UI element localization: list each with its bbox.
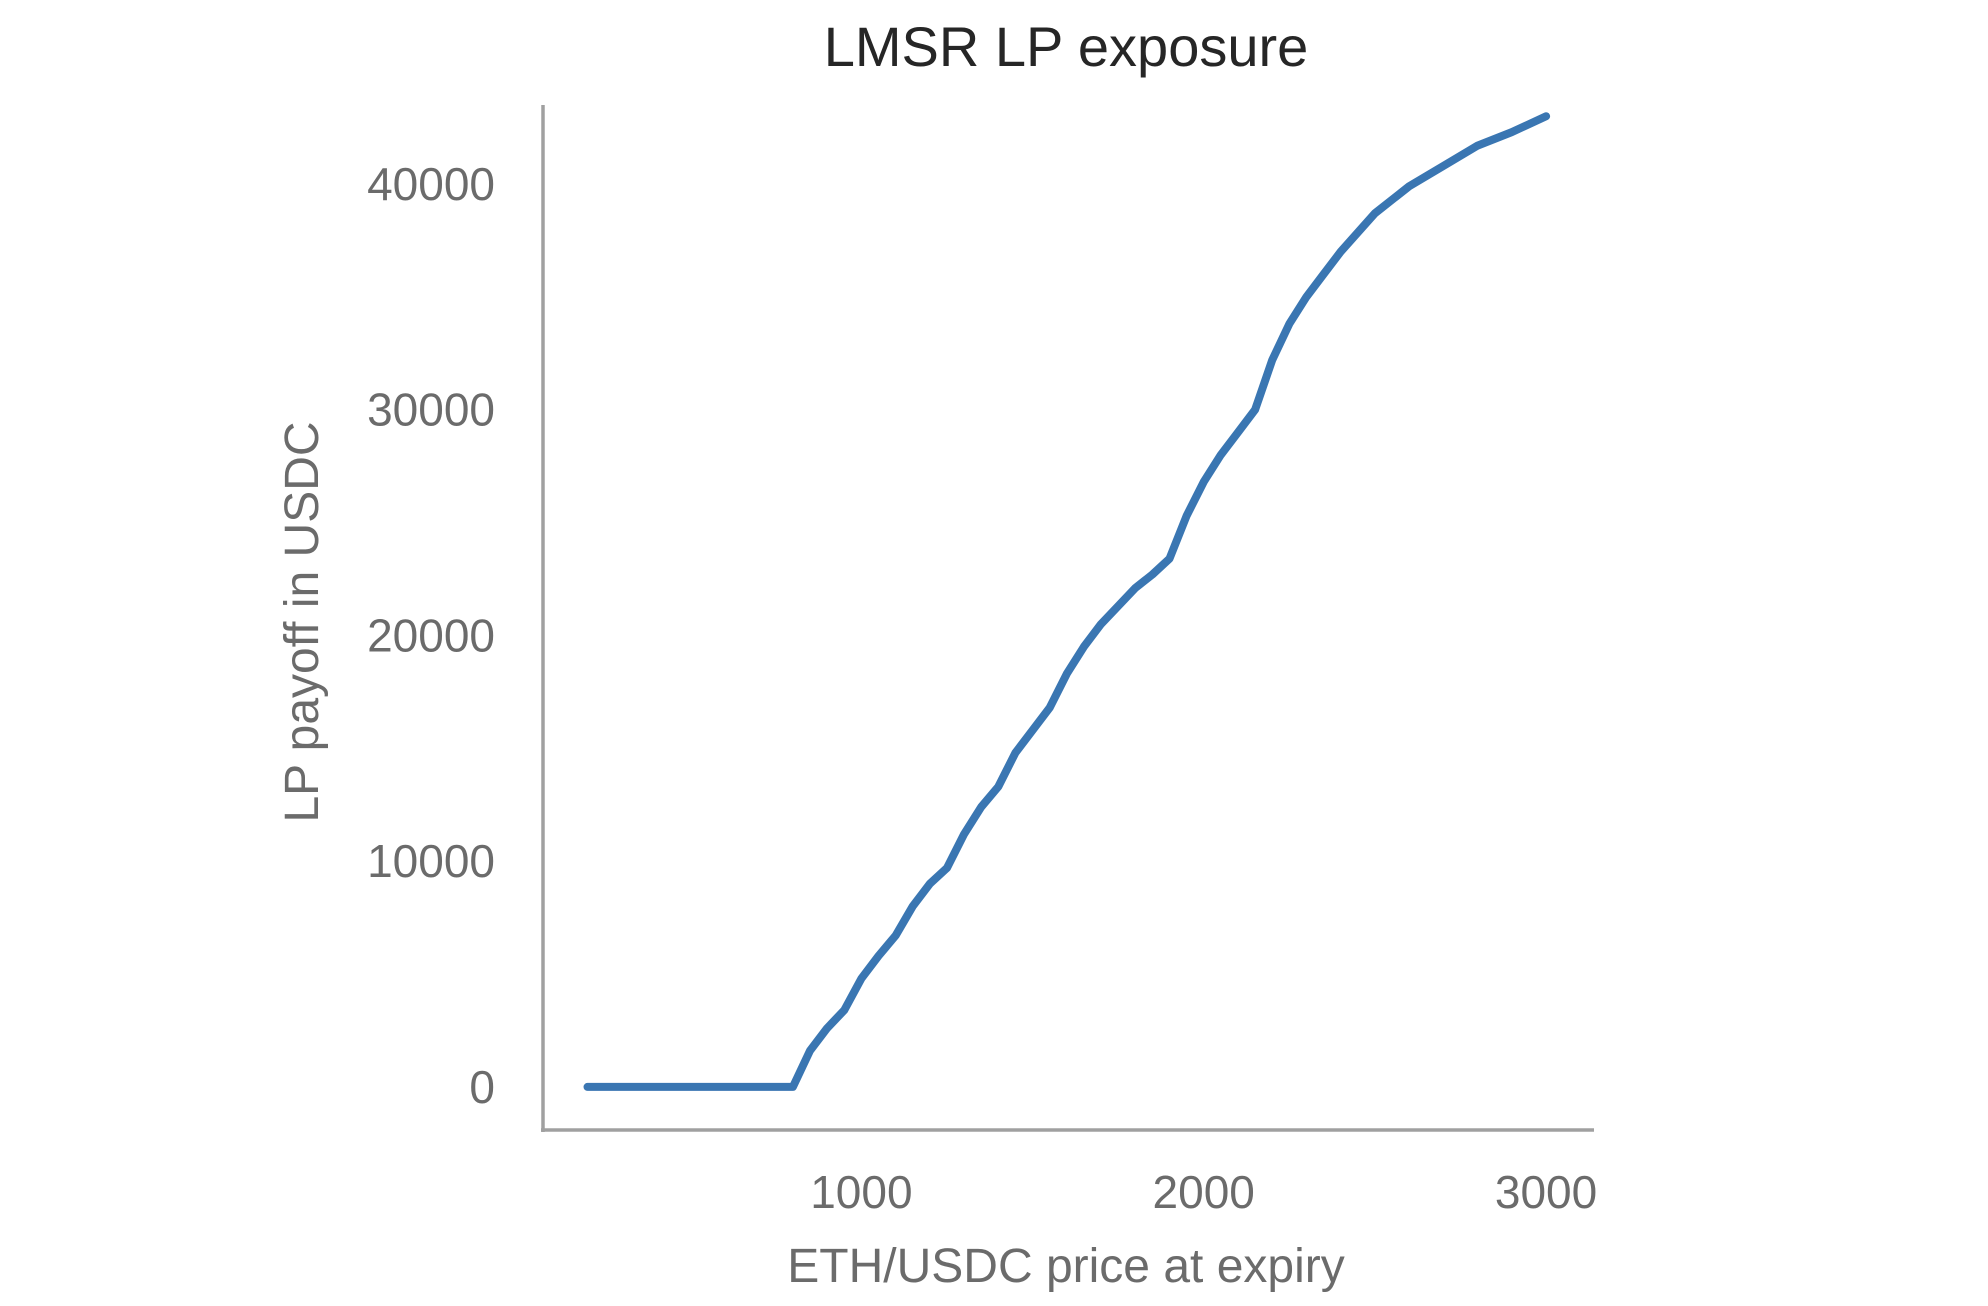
y-tick-label: 20000: [367, 609, 495, 661]
x-tick-label: 3000: [1495, 1166, 1597, 1218]
y-tick-label: 30000: [367, 384, 495, 436]
series-line: [583, 112, 1551, 1091]
x-tick-label: 2000: [1153, 1166, 1255, 1218]
y-tick-label: 0: [469, 1061, 495, 1113]
x-tick-labels: 1000 2000 3000: [810, 1166, 1597, 1218]
chart-title: LMSR LP exposure: [824, 15, 1309, 78]
y-tick-label: 10000: [367, 835, 495, 887]
x-axis-label: ETH/USDC price at expiry: [787, 1240, 1344, 1293]
x-tick-label: 1000: [810, 1166, 912, 1218]
y-axis-label: LP payoff in USDC: [276, 421, 329, 822]
y-tick-label: 40000: [367, 158, 495, 210]
y-tick-labels: 0 10000 20000 30000 40000: [367, 158, 495, 1113]
